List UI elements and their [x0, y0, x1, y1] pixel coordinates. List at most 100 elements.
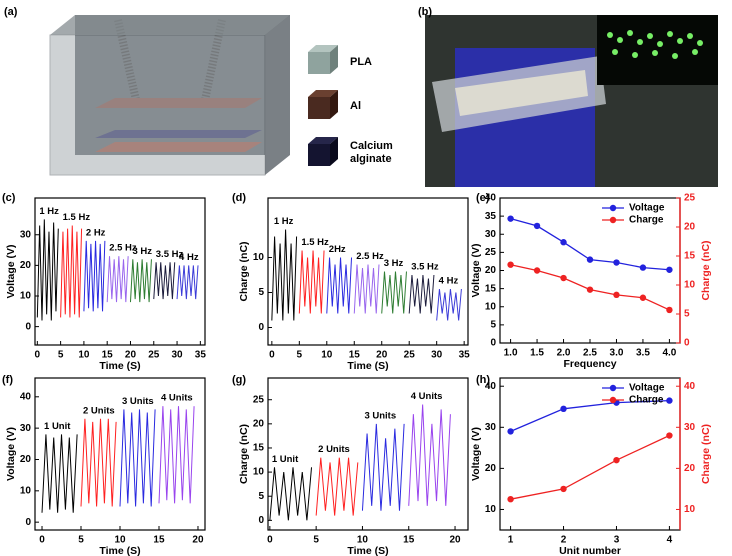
- annotation: 2 Hz: [86, 227, 106, 238]
- series-line: [36, 219, 59, 321]
- x-tick-label: 15: [153, 535, 165, 546]
- y-axis-label: Voltage (V): [5, 427, 17, 481]
- point: [533, 267, 541, 274]
- y-tick-label: 20: [20, 454, 32, 465]
- x-tick-label: 5: [313, 535, 319, 546]
- panel-label: (g): [232, 374, 246, 386]
- x-tick-label: 5: [78, 535, 84, 546]
- x-tick-label: 10: [321, 350, 333, 361]
- series-line: [176, 265, 199, 300]
- photo: [425, 15, 718, 187]
- y2-tick-label: 25: [684, 193, 696, 204]
- y-tick-label: 10: [485, 504, 497, 515]
- point: [507, 495, 514, 503]
- annotation: 1 Hz: [274, 216, 294, 227]
- annotation: 2 Units: [318, 444, 350, 455]
- cube: [308, 45, 338, 52]
- legend-label: Charge: [629, 395, 664, 406]
- y2-tick-label: 30: [684, 422, 696, 433]
- x-tick-label: 1.0: [504, 348, 518, 359]
- annotation: 1.5 Hz: [301, 237, 329, 248]
- x-tick-label: 1.5: [530, 348, 544, 359]
- series-line: [83, 240, 106, 312]
- point: [507, 215, 514, 222]
- x-tick-label: 5: [297, 350, 303, 361]
- point: [639, 264, 647, 271]
- x-axis-label: Unit number: [559, 545, 621, 556]
- y-tick-label: 30: [20, 423, 32, 434]
- series-line: [353, 264, 380, 314]
- y-axis-label: Voltage (V): [5, 244, 17, 298]
- x-tick-label: 4.0: [662, 348, 676, 359]
- annotation: 3 Hz: [384, 258, 404, 269]
- series-line: [60, 225, 83, 318]
- annotation: 3 Units: [364, 410, 396, 421]
- legend-marker: [609, 396, 617, 404]
- breadboard: [455, 70, 588, 116]
- legend-label: Calcium alginate: [350, 140, 393, 165]
- series-line: [361, 423, 405, 511]
- annotation: 4 Hz: [179, 252, 199, 263]
- x-tick-label: 20: [192, 535, 204, 546]
- x-tick-label: 35: [195, 350, 207, 361]
- annotation: 4 Units: [411, 391, 443, 402]
- series-line: [315, 457, 359, 516]
- y-tick-label: 20: [253, 418, 265, 429]
- point: [586, 286, 594, 293]
- box-top: [50, 15, 290, 35]
- point: [533, 222, 541, 230]
- panel-label: (a): [4, 6, 18, 18]
- y-tick-label: 10: [253, 467, 265, 478]
- annotation: 4 Units: [161, 393, 193, 404]
- legend-marker: [609, 384, 617, 392]
- plot-frame: [34, 197, 206, 346]
- y-tick-label: 10: [20, 291, 32, 302]
- annotation: 3 Hz: [132, 246, 152, 257]
- point: [666, 432, 673, 439]
- point: [560, 239, 567, 246]
- y-tick-label: 25: [253, 394, 265, 405]
- x-tick-label: 0: [267, 535, 273, 546]
- x-tick-label: 10: [357, 535, 369, 546]
- x-axis-label: Frequency: [563, 358, 616, 370]
- x-tick-label: 20: [449, 535, 461, 546]
- annotation: 1.5 Hz: [63, 212, 91, 223]
- series-line: [271, 229, 298, 321]
- annotation: 1 Unit: [272, 454, 299, 465]
- y-tick-label: 35: [485, 211, 497, 222]
- series-line: [510, 434, 670, 500]
- cube: [330, 45, 338, 74]
- cube: [308, 97, 330, 119]
- series-line: [129, 259, 152, 303]
- y-tick-label: 40: [485, 381, 497, 392]
- y2-axis-label: Charge (nC): [700, 240, 712, 300]
- series-line: [510, 399, 670, 433]
- x-tick-label: 20: [125, 350, 137, 361]
- x-tick-label: 15: [349, 350, 361, 361]
- y2-tick-label: 5: [684, 309, 690, 320]
- y2-tick-label: 0: [684, 338, 690, 349]
- panel-label: (c): [2, 192, 16, 204]
- y-tick-label: 20: [20, 260, 32, 271]
- y-tick-label: 30: [485, 229, 497, 240]
- y-axis-label: Voltage (V): [470, 427, 482, 481]
- point: [560, 405, 567, 413]
- box-side: [265, 15, 290, 175]
- x-axis-label: Time (S): [99, 545, 140, 556]
- plot-frame: [267, 197, 469, 346]
- legend-cubes: [308, 45, 338, 166]
- x-tick-label: 5: [58, 350, 64, 361]
- series-line: [408, 274, 435, 314]
- panel-label: (f): [2, 374, 13, 386]
- series-line: [41, 434, 78, 513]
- x-tick-label: 3.0: [610, 348, 624, 359]
- y2-tick-label: 15: [684, 251, 696, 262]
- x-tick-label: 4: [667, 535, 673, 546]
- series-line: [408, 404, 451, 506]
- x-tick-label: 2: [561, 535, 567, 546]
- y-tick-label: 5: [490, 320, 496, 331]
- x-tick-label: 25: [404, 350, 416, 361]
- series-line: [119, 409, 156, 507]
- point: [666, 266, 673, 273]
- annotation: 3.5 Hz: [156, 249, 184, 260]
